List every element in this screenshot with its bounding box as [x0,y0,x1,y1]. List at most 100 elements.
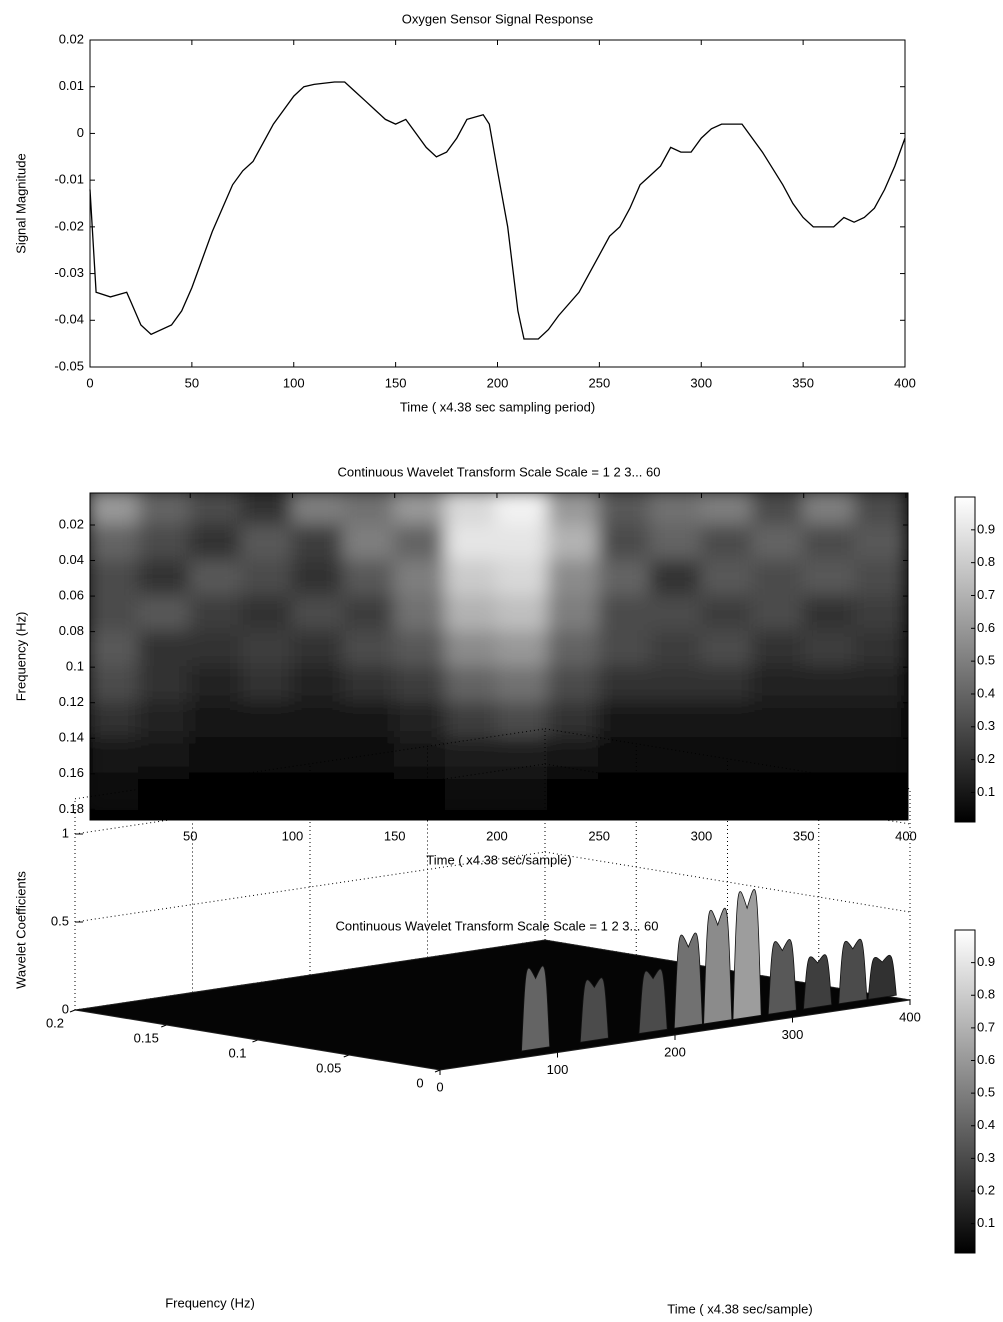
heatmap-cell [291,523,345,562]
x-tick-label: 300 [690,375,712,390]
colorbar [954,496,976,823]
surface-peak [767,939,797,1015]
heatmap-cell [598,595,652,633]
y-tick-label: 0.18 [59,801,84,816]
heatmap-cell [138,737,192,775]
heatmap-cell [853,493,907,526]
axes-box [89,492,909,821]
heatmap-cell [291,595,345,633]
heatmap-cell [751,772,805,811]
heatmap-cell [751,630,805,669]
x-tick-label: 250 [588,828,610,843]
heatmap-cell [802,737,856,775]
surface-peak [673,932,703,1029]
y-tick-label: 0.1 [228,1045,246,1060]
heatmap-cell [393,772,447,811]
heatmap-cell [138,701,192,740]
heatmap-cell [547,666,601,704]
surface-peak [838,938,868,1005]
heatmap-cell [649,523,703,562]
y-tick-label: -0.05 [54,358,84,373]
x-tick-label: 400 [895,828,917,843]
heatmap-cells [90,493,907,811]
y-tick-label: 0.14 [59,730,84,745]
heatmap-cell [495,559,550,598]
x-tick-label: 200 [664,1044,686,1059]
heatmap-cell [444,666,498,704]
heatmap-cell [444,493,498,526]
box-edge [544,728,911,790]
heatmap-cell [649,666,703,704]
y-tick [69,1009,76,1013]
x-tick-label: 100 [283,375,305,390]
heatmap-blur [90,493,907,811]
heatmap-cell [751,559,805,598]
heatmap-cell [90,595,141,633]
heatmap-cell [342,666,396,704]
heatmap-cell [802,666,856,704]
x-tick-label: 100 [547,1062,569,1077]
x-tick-label: 350 [793,828,815,843]
heatmap-cell [393,595,447,633]
heatmap-cell [598,630,652,669]
heatmap-cell [240,493,294,526]
heatmap-cell [444,737,498,775]
heatmap-cell [598,772,652,811]
heatmap-cell [291,559,345,598]
y-tick-label: 0.08 [59,623,84,638]
x-tick-label: 100 [282,828,304,843]
colorbar-tick-label: 0.8 [977,554,995,569]
heatmap-cell [393,666,447,704]
z-tick-label: 0.5 [51,913,69,928]
heatmap-cell [853,666,907,704]
colorbar-tick-label: 0.3 [977,718,995,733]
heatmap-cell [444,523,498,562]
heatmap-cell [853,523,907,562]
y-tick [161,1024,167,1028]
heatmap-cell [138,559,192,598]
heatmap-cell [649,737,703,775]
heatmap-cell [138,630,192,669]
heatmap-cell [138,523,192,562]
heatmap-cell [90,630,141,669]
heatmap-cell [700,772,754,811]
x-axis-label: Time ( x4.38 sec sampling period) [400,399,595,414]
axes-box [89,39,906,368]
y-tick-label: 0.05 [316,1060,341,1075]
heatmap-cell [444,630,498,669]
heatmap-cell [802,559,856,598]
y-tick-label: 0.16 [59,765,84,780]
heatmap-cell [444,559,498,598]
heatmap-cell [495,701,550,740]
heatmap-cell [138,493,192,526]
y-tick-label: 0.06 [59,588,84,603]
surface-peak [803,954,833,1010]
heatmap-cell [598,737,652,775]
heatmap-cell [90,523,141,562]
heatmap-cell [547,493,601,526]
heatmap-cell [90,493,141,526]
colorbar-tick-label: 0.7 [977,587,995,602]
heatmap-cell [751,595,805,633]
y-axis-label: Signal Magnitude [13,153,28,253]
heatmap-cell [598,559,652,598]
x-axis-label: Time ( x4.38 sec/sample) [426,852,571,867]
x-tick-label: 150 [385,375,407,390]
heatmap-cell [291,493,345,526]
heatmap-cell [802,595,856,633]
heatmap-cell [802,493,856,526]
heatmap-cell [649,630,703,669]
x-tick-label: 200 [486,828,508,843]
colorbar-tick-label: 0.5 [977,653,995,668]
heatmap-cell [649,701,703,740]
heatmap-cell [342,772,396,811]
chart-title: Continuous Wavelet Transform Scale Scale… [336,918,659,933]
grid-line [544,763,911,825]
y-tick-label: 0 [416,1075,423,1090]
heatmap-cell [598,493,652,526]
heatmap-cell [444,595,498,633]
heatmap-cell [291,630,345,669]
heatmap-cell [547,630,601,669]
x-tick-label: 150 [384,828,406,843]
